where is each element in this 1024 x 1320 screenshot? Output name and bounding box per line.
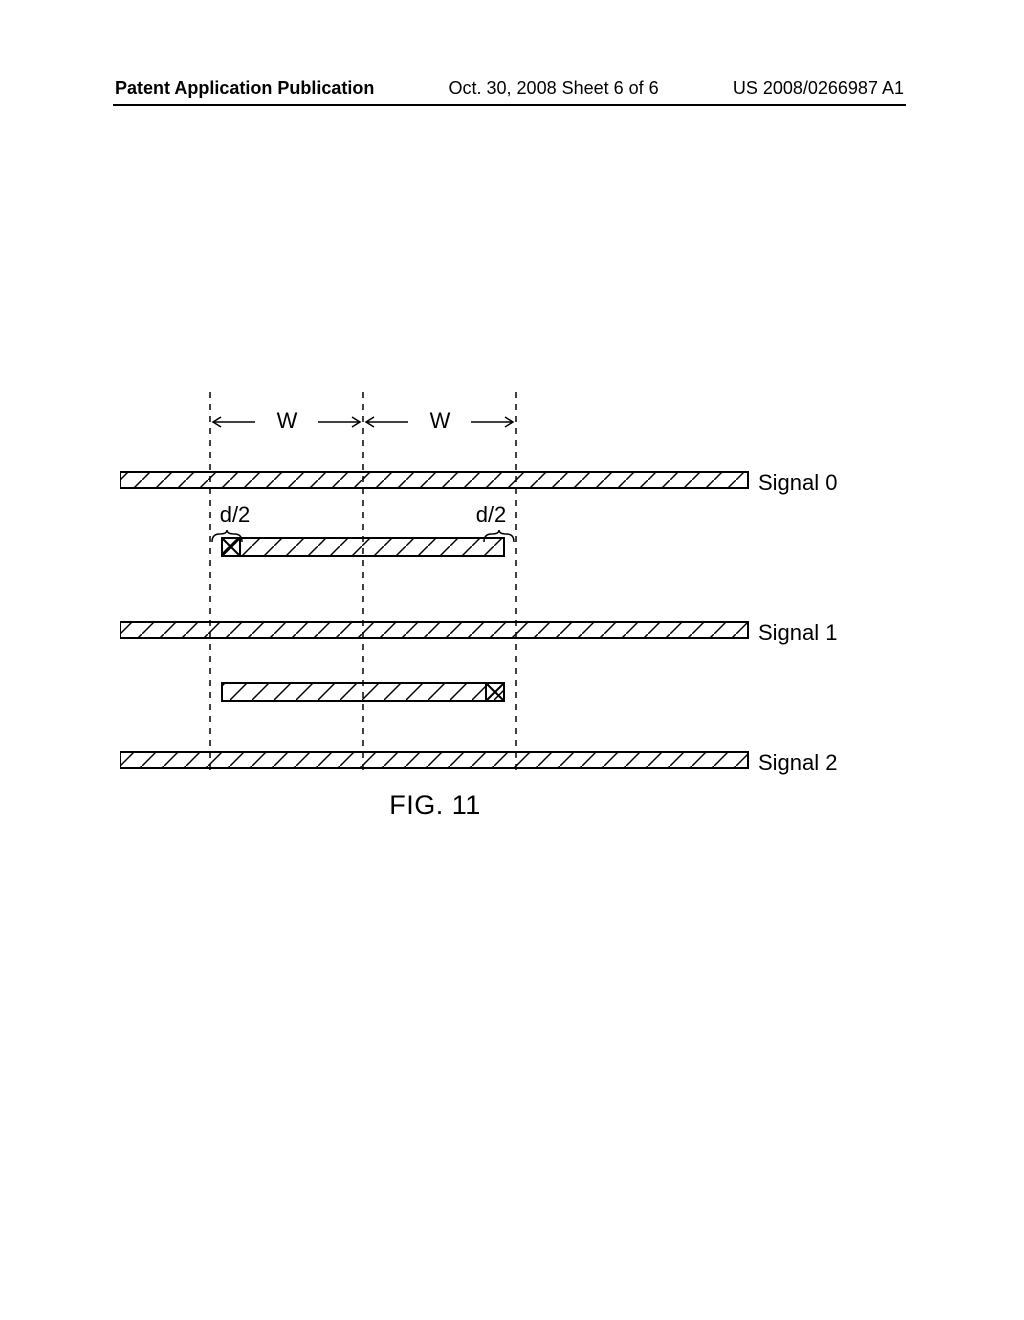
signal-diagram-svg <box>120 392 890 792</box>
d2-label-right: d/2 <box>468 502 514 528</box>
figure-caption: FIG. 11 <box>120 790 750 821</box>
header-divider <box>113 104 906 106</box>
signal-2-label: Signal 2 <box>758 750 838 776</box>
figure-11: Signal 0 Signal 1 Signal 2 W W d/2 d/2 F… <box>120 392 890 832</box>
signal-0-label: Signal 0 <box>758 470 838 496</box>
signal-1-label: Signal 1 <box>758 620 838 646</box>
width-label-left: W <box>272 408 302 434</box>
header-publication: Patent Application Publication <box>115 78 374 99</box>
header-date-sheet: Oct. 30, 2008 Sheet 6 of 6 <box>449 78 659 99</box>
header-patent-number: US 2008/0266987 A1 <box>733 78 904 99</box>
width-label-right: W <box>425 408 455 434</box>
d2-label-left: d/2 <box>212 502 258 528</box>
